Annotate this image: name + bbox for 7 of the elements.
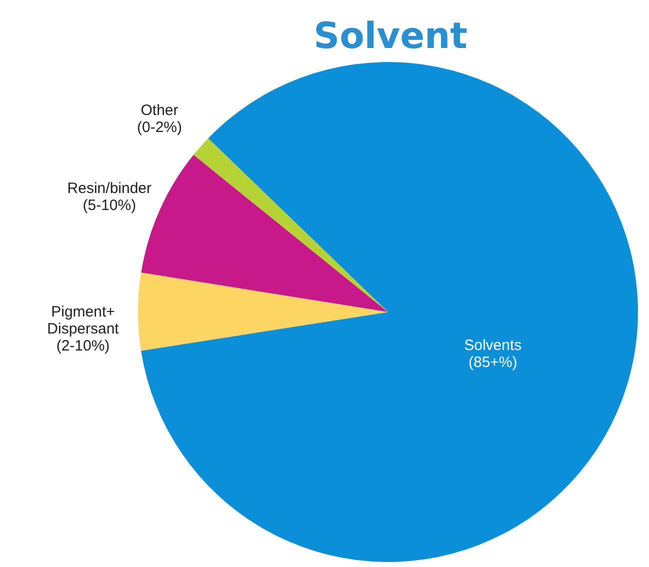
slice-label: Resin/binder (5-10%) [67,180,152,214]
pie-slice [194,138,388,312]
slice-label: Pigment+ Dispersant (2-10%) [47,304,120,355]
slice-label: Other (0-2%) [136,102,182,136]
slice-label: Solvents (85+%) [464,337,522,372]
chart-title: Solvent [314,16,468,57]
pie-slice [138,272,388,351]
